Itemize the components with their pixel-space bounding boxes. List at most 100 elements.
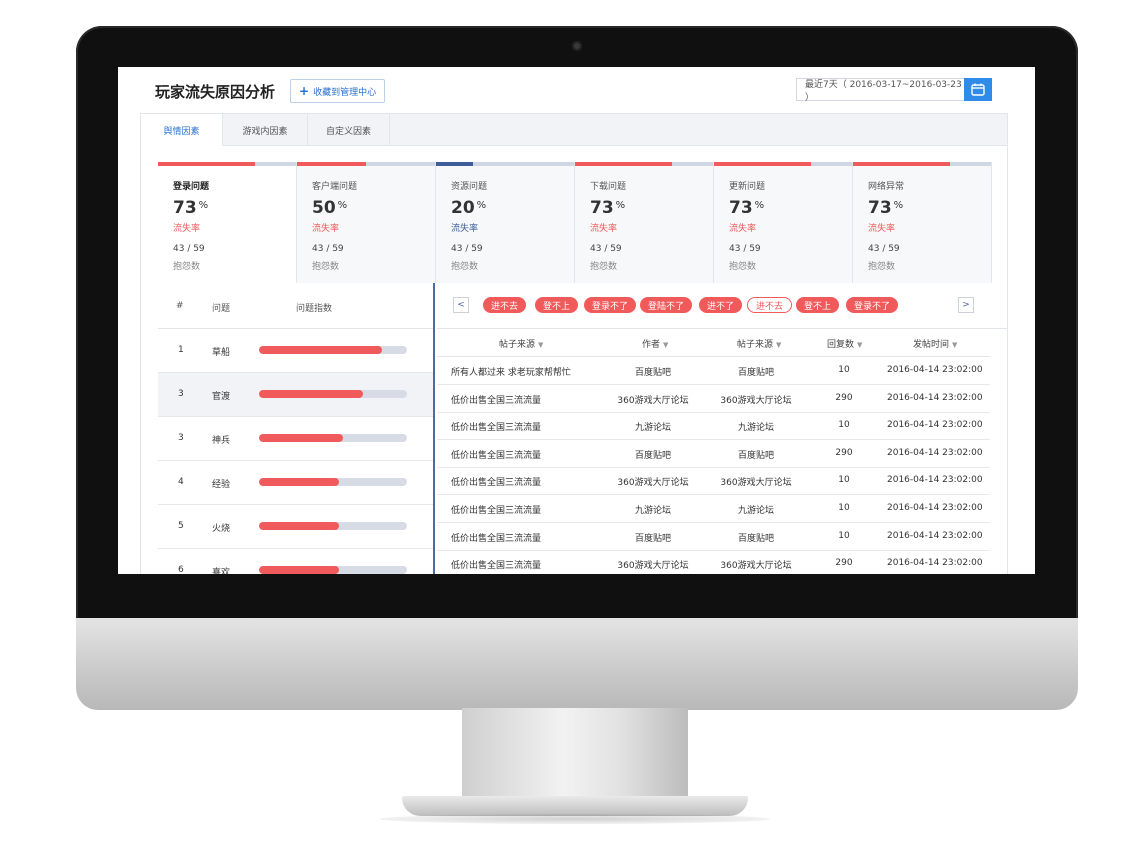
issue-row[interactable]: 5 火烧 [158, 505, 433, 549]
metric-card[interactable]: 更新问题 73% 流失率 43 / 59 抱怨数 [714, 162, 853, 283]
tab-custom[interactable]: 自定义因素 [308, 114, 390, 146]
collect-button[interactable]: + 收藏到管理中心 [290, 79, 386, 103]
issue-index-fill [259, 434, 344, 442]
post-source: 360游戏大厅论坛 [720, 478, 792, 489]
issue-index-bar [259, 566, 407, 574]
issue-row[interactable]: 4 经验 [158, 461, 433, 505]
monitor-stand-base [402, 796, 748, 816]
col-index: 问题指数 [296, 304, 333, 314]
metric-card[interactable]: 下载问题 73% 流失率 43 / 59 抱怨数 [575, 162, 714, 283]
post-time: 2016-04-14 23:02:00 [887, 447, 983, 458]
next-page-button[interactable]: > [958, 297, 974, 313]
issue-name: 喜欢 [212, 568, 231, 574]
metric-rate-label: 流失率 [868, 224, 896, 234]
calendar-button[interactable] [964, 78, 992, 101]
header-replies[interactable]: 回复数 ▼ [827, 340, 863, 350]
post-author: 百度贴吧 [634, 368, 671, 378]
post-author: 九游论坛 [634, 423, 671, 434]
header-post-source[interactable]: 帖子来源 ▼ [499, 340, 544, 350]
issue-row[interactable]: 1 草船 [158, 329, 433, 373]
issue-rank: 3 [178, 433, 184, 443]
post-source: 九游论坛 [737, 423, 774, 434]
issue-rank: 5 [178, 521, 184, 531]
post-row[interactable]: 低价出售全国三流流量 百度贴吧 百度贴吧 290 2016-04-14 23:02:00 [437, 440, 990, 468]
post-title[interactable]: 所有人都过来 求老玩家帮帮忙 [451, 368, 571, 378]
tabs-bar: 舆情因素 游戏内因素 自定义因素 [140, 113, 1008, 146]
col-issue: 问题 [212, 304, 231, 314]
post-time: 2016-04-14 23:02:00 [887, 365, 983, 375]
metric-count-label: 抱怨数 [868, 262, 896, 272]
keyword-tags: < 进不去 登不上 登录不了 登陆不了 进不了 进不去 登不上 登录不了 > [437, 283, 1008, 329]
header-time[interactable]: 发帖时间 ▼ [913, 340, 958, 350]
metric-percent-sign: % [198, 200, 209, 211]
post-row[interactable]: 低价出售全国三流流量 360游戏大厅论坛 360游戏大厅论坛 290 2016-04-1… [437, 385, 990, 413]
issue-row[interactable]: 3 神兵 [158, 417, 433, 461]
metric-name: 更新问题 [729, 182, 766, 192]
date-range-field[interactable]: 最近7天（ 2016-03-17~2016-03-23 ） [796, 78, 964, 103]
metric-count-label: 抱怨数 [451, 262, 479, 272]
issue-row[interactable]: 3 官渡 [158, 373, 433, 417]
post-row[interactable]: 低价出售全国三流流量 360游戏大厅论坛 360游戏大厅论坛 10 2016-04-14… [437, 467, 990, 496]
posts-table-header: 帖子来源 ▼ 作者 ▼ 帖子来源 ▼ 回复数 ▼ 发帖时间 ▼ [437, 329, 990, 357]
issue-list: # 问题 问题指数 1 草船 3 官渡 3 神兵 4 经验 5 火烧 6 喜欢 [158, 283, 435, 574]
post-source: 360游戏大厅论坛 [720, 395, 792, 406]
metric-percent-sign: % [893, 200, 904, 211]
header-source[interactable]: 帖子来源 ▼ [737, 340, 782, 350]
metric-progress-bar [297, 162, 435, 166]
post-title[interactable]: 低价出售全国三流流量 [451, 506, 542, 516]
post-row[interactable]: 低价出售全国三流流量 360游戏大厅论坛 360游戏大厅论坛 290 2016-04-1… [437, 550, 990, 574]
prev-page-button[interactable]: < [453, 297, 469, 313]
plus-icon: + [299, 84, 310, 98]
metric-progress-bar [436, 162, 574, 166]
caret-down-icon: ▼ [538, 341, 544, 349]
metric-rate-label: 流失率 [312, 224, 340, 234]
metric-rate-label: 流失率 [173, 224, 201, 234]
metric-card[interactable]: 客户端问题 50% 流失率 43 / 59 抱怨数 [297, 162, 436, 283]
post-row[interactable]: 低价出售全国三流流量 九游论坛 九游论坛 10 2016-04-14 23:02:00 [437, 495, 990, 523]
metric-percent-sign: % [615, 200, 626, 211]
metric-number: 73 [173, 198, 197, 218]
issue-rank: 3 [178, 389, 184, 399]
header-author[interactable]: 作者 ▼ [642, 340, 669, 350]
issue-row[interactable]: 6 喜欢 [158, 549, 433, 574]
post-title[interactable]: 低价出售全国三流流量 [451, 533, 542, 544]
metric-value: 73% [729, 198, 764, 218]
post-row[interactable]: 低价出售全国三流流量 九游论坛 九游论坛 10 2016-04-14 23:02:00 [437, 412, 990, 441]
keyword-tag[interactable]: 登陆不了 [640, 297, 693, 313]
metric-percent-sign: % [754, 200, 765, 211]
issue-index-fill [259, 522, 339, 530]
keyword-tag[interactable]: 登不上 [796, 297, 840, 313]
metric-value: 20% [451, 198, 486, 218]
post-title[interactable]: 低价出售全国三流流量 [451, 478, 542, 489]
keyword-tag[interactable]: 进不去 [747, 297, 793, 313]
metric-progress-fill [853, 162, 950, 166]
tab-in-game[interactable]: 游戏内因素 [223, 114, 308, 146]
keyword-tag[interactable]: 登录不了 [584, 297, 637, 313]
post-row[interactable]: 所有人都过来 求老玩家帮帮忙 百度贴吧 百度贴吧 10 2016-04-14 23:02… [437, 357, 990, 385]
keyword-tag[interactable]: 登不上 [535, 297, 579, 313]
caret-down-icon: ▼ [952, 341, 958, 349]
issue-rank: 4 [178, 477, 184, 487]
keyword-tag[interactable]: 进不去 [483, 297, 527, 313]
issue-name: 草船 [212, 348, 231, 358]
issue-index-bar [259, 434, 407, 442]
keyword-tag[interactable]: 登录不了 [846, 297, 899, 313]
metric-percent-sign: % [476, 200, 487, 211]
metric-name: 下载问题 [590, 182, 627, 192]
post-row[interactable]: 低价出售全国三流流量 百度贴吧 百度贴吧 10 2016-04-14 23:02:00 [437, 523, 990, 551]
post-title[interactable]: 低价出售全国三流流量 [451, 423, 542, 434]
post-title[interactable]: 低价出售全国三流流量 [451, 561, 542, 572]
keyword-tag[interactable]: 进不了 [699, 297, 743, 313]
col-num: # [176, 301, 184, 311]
post-title[interactable]: 低价出售全国三流流量 [451, 450, 542, 461]
post-time: 2016-04-14 23:02:00 [887, 558, 983, 569]
metric-card[interactable]: 网络异常 73% 流失率 43 / 59 抱怨数 [853, 162, 992, 283]
issue-index-bar [259, 522, 407, 530]
metric-card[interactable]: 登录问题 73% 流失率 43 / 59 抱怨数 [158, 162, 297, 283]
caret-down-icon: ▼ [857, 341, 863, 349]
tab-opinion[interactable]: 舆情因素 [141, 114, 223, 146]
metric-card[interactable]: 资源问题 20% 流失率 43 / 59 抱怨数 [436, 162, 575, 283]
post-title[interactable]: 低价出售全国三流流量 [451, 395, 542, 406]
issue-index-fill [259, 390, 363, 398]
metric-progress-fill [436, 162, 474, 166]
